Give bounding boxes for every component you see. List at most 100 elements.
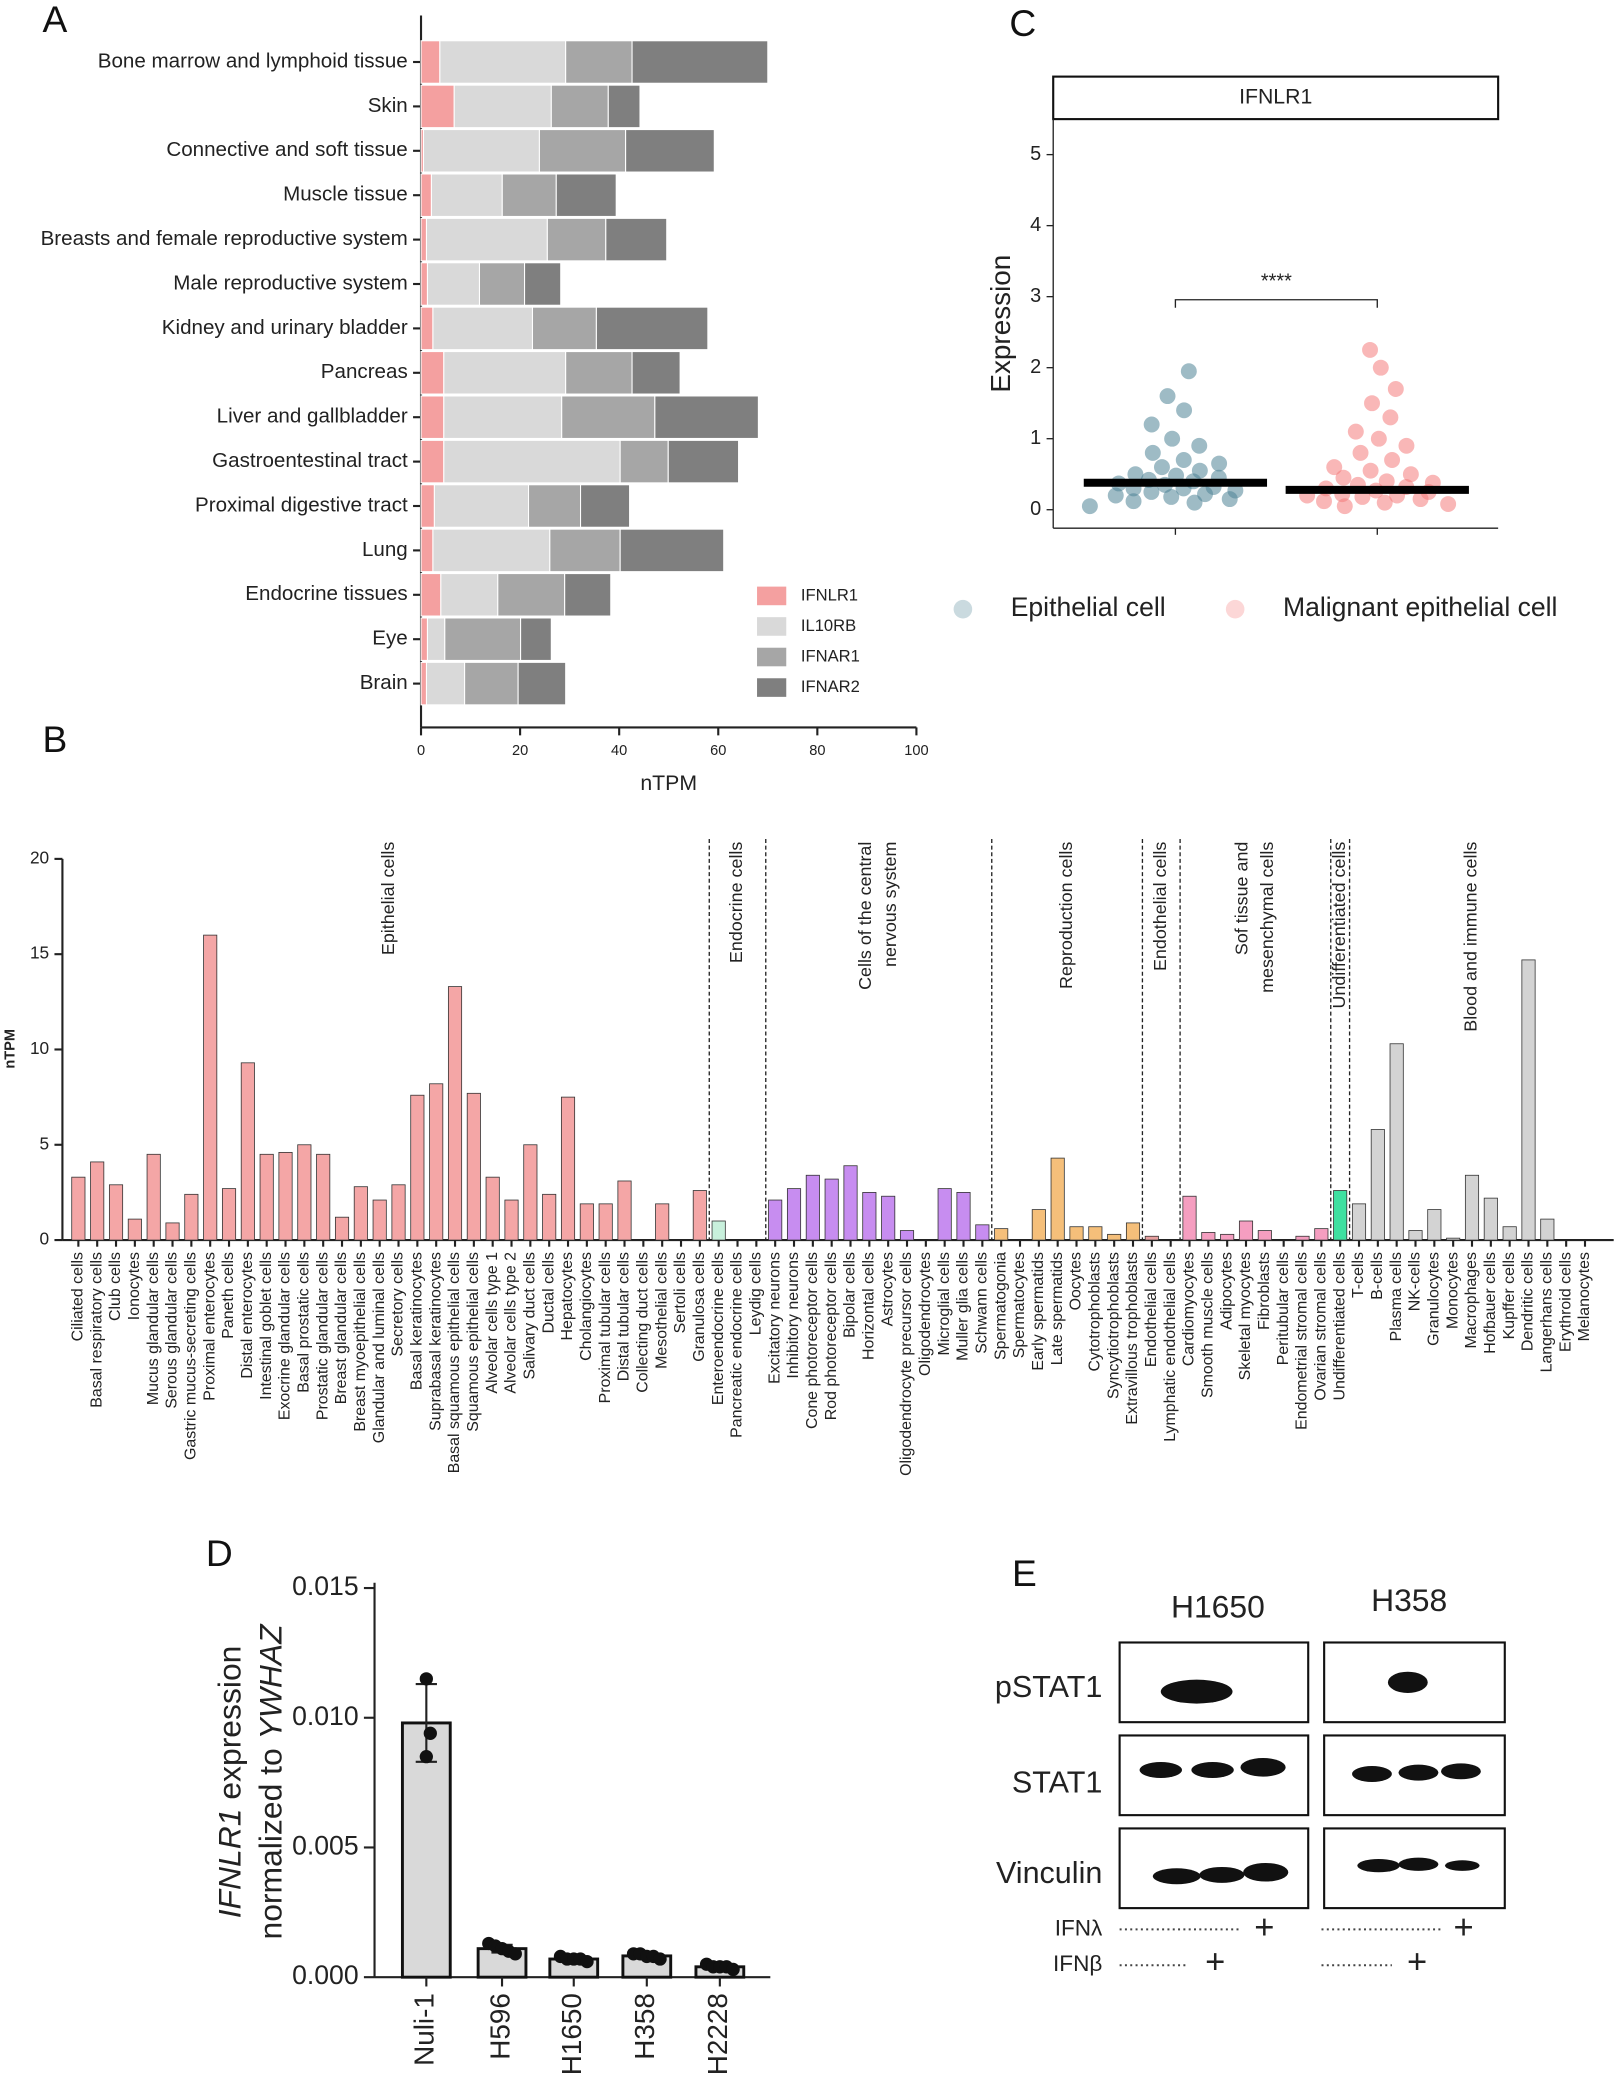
legend-label: IL10RB — [801, 616, 856, 635]
treatment-label: IFNβ — [1053, 1951, 1102, 1976]
x-tick-label: Excitatory neurons — [766, 1252, 783, 1384]
x-tick-label: Extravillous trophoblasts — [1124, 1252, 1141, 1425]
bar — [165, 1222, 180, 1241]
data-point — [1384, 452, 1401, 468]
x-tick-label: Oligodendrocytes — [917, 1252, 934, 1376]
bar — [560, 1096, 576, 1241]
band — [1199, 1866, 1245, 1883]
bar — [1238, 1220, 1254, 1241]
bar — [1088, 1226, 1103, 1241]
bar-segment — [420, 484, 435, 528]
bar-segment — [497, 573, 566, 617]
x-tick-label: Spermatogonia — [992, 1252, 1009, 1360]
data-point — [423, 1726, 437, 1740]
data-point — [1316, 493, 1332, 510]
x-tick-label: Ciliated cells — [70, 1252, 87, 1341]
bar-segment — [619, 528, 725, 573]
x-tick-label: Pancreatic endocrine cells — [729, 1252, 746, 1438]
bar — [184, 1193, 199, 1241]
bar-segment — [565, 40, 633, 84]
x-tick-label: Proximal tubular cells — [597, 1252, 614, 1403]
x-tick-label: Horizontal cells — [861, 1252, 878, 1360]
bar — [1521, 959, 1536, 1241]
y-tick-label: 10 — [30, 1038, 49, 1058]
x-tick-label: Macrophages — [1463, 1252, 1480, 1349]
bar — [692, 1190, 707, 1241]
bar-segment — [546, 217, 607, 262]
x-tick-label: Prostatic glandular cells — [314, 1252, 331, 1420]
data-point — [1398, 437, 1415, 454]
legend-swatch — [757, 586, 787, 606]
legend-marker — [953, 599, 973, 619]
bar-segment — [520, 617, 552, 661]
bar-segment — [426, 262, 481, 306]
x-tick-label: Skeletal myocytes — [1237, 1252, 1254, 1380]
x-tick-label: Erythroid cells — [1557, 1252, 1574, 1352]
data-point — [1191, 462, 1208, 479]
bar — [843, 1165, 858, 1241]
x-tick-label: Oocytes — [1068, 1252, 1085, 1310]
bar-segment — [524, 262, 562, 306]
bar-segment — [439, 40, 567, 84]
x-tick-label: 100 — [904, 743, 928, 759]
bar-segment — [420, 262, 428, 306]
band — [1445, 1860, 1480, 1871]
bar — [1540, 1218, 1555, 1241]
bar-segment — [453, 84, 552, 129]
legend-swatch — [757, 647, 787, 667]
x-tick-label: T-cells — [1350, 1252, 1367, 1298]
bar-segment — [420, 617, 428, 661]
x-tick-label: Leydig cells — [748, 1252, 765, 1335]
bar — [899, 1230, 915, 1241]
x-tick-label: Endothelial cells — [1143, 1252, 1160, 1367]
data-point — [1440, 496, 1457, 513]
x-tick-label: 60 — [710, 743, 726, 759]
legend-marker — [1225, 599, 1245, 619]
bar-segment — [420, 439, 445, 484]
x-tick-label: Lymphatic endothelial cells — [1162, 1252, 1179, 1442]
x-tick-label: Endometrial stromal cells — [1294, 1252, 1311, 1430]
x-tick-label: Cytotrophoblasts — [1087, 1252, 1104, 1372]
bar — [1314, 1228, 1329, 1241]
data-point — [580, 1954, 594, 1969]
bar-segment — [420, 306, 434, 351]
y-axis-label: Expression — [985, 255, 1016, 393]
treatment-mark: + — [1454, 1908, 1474, 1946]
y-tick-label: Connective and soft tissue — [166, 138, 407, 161]
data-point — [1382, 409, 1399, 426]
data-point — [653, 1952, 667, 1966]
bar — [542, 1193, 557, 1241]
panel-label: C — [1009, 2, 1036, 44]
band — [1160, 1679, 1233, 1704]
x-tick-label: Alveolar cells type 2 — [503, 1252, 520, 1394]
bar-segment — [420, 40, 441, 84]
x-tick-label: Breast myoepithelial cells — [352, 1252, 369, 1432]
y-tick-label: Male reproductive system — [173, 271, 407, 294]
protein-label: Vinculin — [996, 1856, 1102, 1890]
bar — [1107, 1233, 1122, 1241]
data-point — [1362, 341, 1379, 358]
y-axis-label-part: IFNLR1 — [212, 1809, 248, 1919]
bar — [90, 1161, 105, 1241]
bar — [485, 1176, 500, 1241]
y-tick-label: 0.015 — [292, 1571, 358, 1601]
x-tick-label: Nuli-1 — [409, 1993, 440, 2066]
bar-segment — [440, 573, 499, 617]
x-tick-label: H2228 — [702, 1993, 733, 2075]
bar-segment — [564, 573, 612, 617]
bar — [71, 1176, 86, 1241]
bar — [975, 1224, 990, 1241]
x-tick-label: 80 — [809, 743, 825, 759]
x-tick-label: Hepatocytes — [559, 1252, 576, 1341]
x-tick-label: Spermatocytes — [1011, 1252, 1028, 1358]
bar — [400, 1721, 452, 1979]
bar — [1370, 1129, 1385, 1241]
group-label: nervous system — [880, 842, 900, 967]
x-tick-label: B-cells — [1369, 1252, 1386, 1300]
x-axis-label: nTPM — [640, 771, 697, 795]
bar-segment — [631, 351, 681, 395]
x-tick-label: Alveolar cells type 1 — [484, 1252, 501, 1394]
y-axis-label-part: normalized to — [253, 1739, 289, 1939]
data-point — [1143, 416, 1160, 433]
x-tick-label: Kupffer cells — [1501, 1252, 1518, 1339]
